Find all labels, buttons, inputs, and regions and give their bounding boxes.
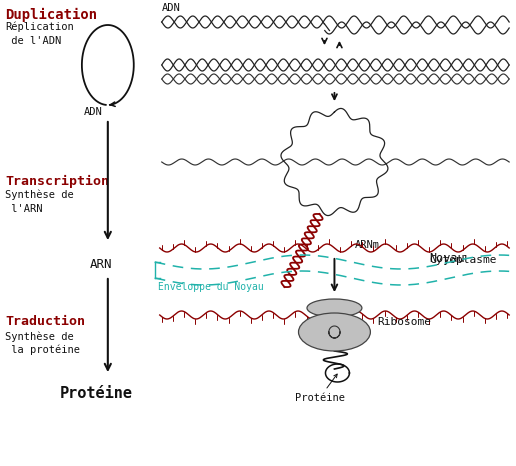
Text: ARN: ARN: [90, 258, 112, 271]
Text: Ribosome: Ribosome: [377, 317, 431, 327]
Ellipse shape: [307, 299, 362, 317]
Text: ARNm: ARNm: [354, 240, 379, 250]
Text: Transcription: Transcription: [5, 175, 109, 188]
Text: ADN: ADN: [162, 3, 181, 13]
Text: Synthèse de
 la protéine: Synthèse de la protéine: [5, 331, 80, 356]
Text: ADN: ADN: [84, 107, 103, 117]
Text: Réplication
 de l'ADN: Réplication de l'ADN: [5, 22, 74, 46]
Text: Enveloppe du Noyau: Enveloppe du Noyau: [158, 282, 264, 292]
Text: Traduction: Traduction: [5, 315, 85, 328]
Text: Protéine: Protéine: [60, 386, 133, 401]
Text: Cytoplasme: Cytoplasme: [429, 255, 497, 265]
Text: Synthèse de
 l'ARN: Synthèse de l'ARN: [5, 190, 74, 214]
Text: Noyau: Noyau: [429, 252, 465, 265]
Text: Protéine: Protéine: [295, 374, 345, 403]
Text: Duplication: Duplication: [5, 8, 97, 22]
Ellipse shape: [299, 313, 370, 351]
